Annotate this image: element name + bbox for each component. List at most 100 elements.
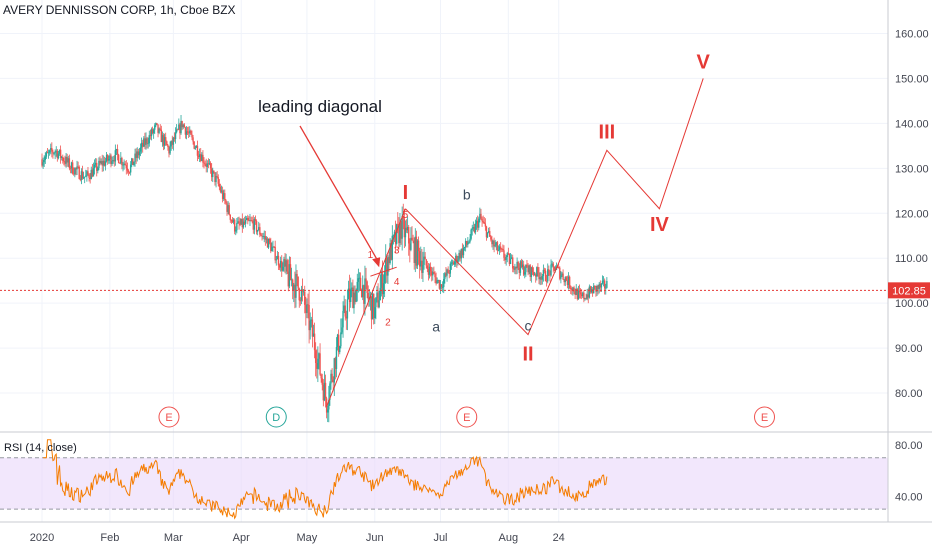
- dividend-event-icon: [265, 406, 287, 428]
- candle-body: [597, 285, 599, 289]
- candle-body: [563, 279, 565, 283]
- rsi-pane[interactable]: [0, 439, 888, 520]
- candle-body: [582, 292, 584, 297]
- candle-body: [351, 287, 353, 290]
- earnings-event-label: E: [761, 412, 768, 424]
- candle-body: [74, 168, 76, 175]
- candle-body: [529, 265, 531, 278]
- candle-body: [216, 176, 218, 178]
- candle-body: [214, 172, 216, 183]
- candle-body: [544, 270, 547, 282]
- candle-body: [418, 251, 421, 267]
- candle-body: [238, 221, 240, 225]
- candle-body: [606, 281, 608, 288]
- wave-label-I: I: [403, 182, 409, 204]
- candle-body: [136, 151, 138, 158]
- candle-body: [346, 299, 349, 319]
- candle-body: [590, 289, 593, 293]
- candle-body: [595, 285, 597, 292]
- candle-body: [422, 264, 424, 273]
- candle-body: [594, 285, 596, 287]
- price-axis[interactable]: 80.00 90.00 100.00 110.00 120.00 130.00 140.00…: [887, 0, 930, 522]
- candle-body: [393, 231, 396, 236]
- candle-body: [583, 292, 585, 299]
- candle-body: [402, 216, 404, 219]
- candle-body: [79, 178, 82, 180]
- candle-body: [526, 264, 528, 268]
- candle-body: [532, 272, 535, 275]
- candle-body: [86, 171, 88, 176]
- candle-body: [152, 129, 155, 134]
- candle-body: [580, 294, 583, 297]
- candle-body: [171, 140, 173, 145]
- candle-body: [575, 288, 577, 295]
- candle-body: [323, 382, 326, 401]
- chart-title: AVERY DENNISSON CORP, 1h, Cboe BZX: [3, 3, 236, 17]
- candle-body: [272, 246, 274, 248]
- y-tick-label: 110.00: [895, 253, 928, 265]
- candle-body: [185, 131, 188, 135]
- candle-body: [215, 176, 217, 183]
- candle-body: [435, 277, 437, 284]
- candle-body: [137, 151, 140, 156]
- candle-body: [364, 278, 366, 304]
- candle-body: [395, 224, 398, 244]
- candle-body: [444, 273, 446, 279]
- x-axis-labels: 2020 Feb Mar Apr May Jun Jul Aug 24: [30, 532, 565, 544]
- candle-body: [469, 238, 471, 242]
- candle-body: [426, 265, 429, 270]
- candle-body: [298, 288, 300, 301]
- time-axis[interactable]: 2020 Feb Mar Apr May Jun Jul Aug 24: [0, 521, 932, 544]
- candle-body: [268, 239, 271, 243]
- candle-body: [150, 129, 153, 137]
- candle-body: [568, 276, 571, 288]
- candle-body: [577, 290, 580, 300]
- y-tick-label: 80.00: [895, 388, 923, 400]
- candle-body: [47, 152, 50, 154]
- candle-body: [510, 257, 513, 259]
- candle-body: [196, 145, 199, 156]
- candle-body: [376, 292, 378, 298]
- candle-body: [142, 142, 144, 147]
- candle-body: [57, 153, 60, 159]
- candle-body: [258, 227, 260, 231]
- candle-body: [201, 154, 203, 161]
- candle-body: [285, 260, 287, 267]
- candle-body: [525, 264, 527, 273]
- candle-body: [434, 273, 436, 278]
- candle-body: [336, 334, 339, 347]
- candle-body: [549, 270, 551, 276]
- candle-body: [333, 358, 335, 383]
- candle-body: [479, 213, 481, 219]
- candle-body: [186, 131, 189, 133]
- candle-body: [404, 227, 407, 238]
- candle-body: [297, 276, 299, 289]
- candle-body: [123, 163, 125, 165]
- candle-body: [226, 203, 228, 212]
- candle-body: [105, 155, 108, 162]
- candle-body: [112, 160, 114, 162]
- candle-body: [301, 289, 304, 292]
- candle-body: [144, 138, 146, 145]
- candle-body: [156, 123, 158, 125]
- candle-body: [263, 236, 265, 237]
- candle-body: [175, 129, 178, 133]
- candle-body: [151, 129, 154, 134]
- candle-body: [463, 246, 466, 249]
- candle-body: [345, 316, 348, 319]
- candle-body: [265, 238, 268, 240]
- candle-body: [178, 124, 180, 130]
- candle-body: [377, 292, 379, 308]
- candle-body: [239, 224, 241, 225]
- candle-body: [44, 156, 46, 160]
- candle-body: [340, 332, 342, 347]
- candle-body: [282, 266, 284, 271]
- candle-body: [200, 154, 202, 161]
- candle-body: [139, 147, 142, 152]
- candle-body: [113, 160, 115, 162]
- candle-body: [513, 268, 515, 270]
- candle-body: [110, 155, 112, 165]
- candle-body: [198, 154, 201, 157]
